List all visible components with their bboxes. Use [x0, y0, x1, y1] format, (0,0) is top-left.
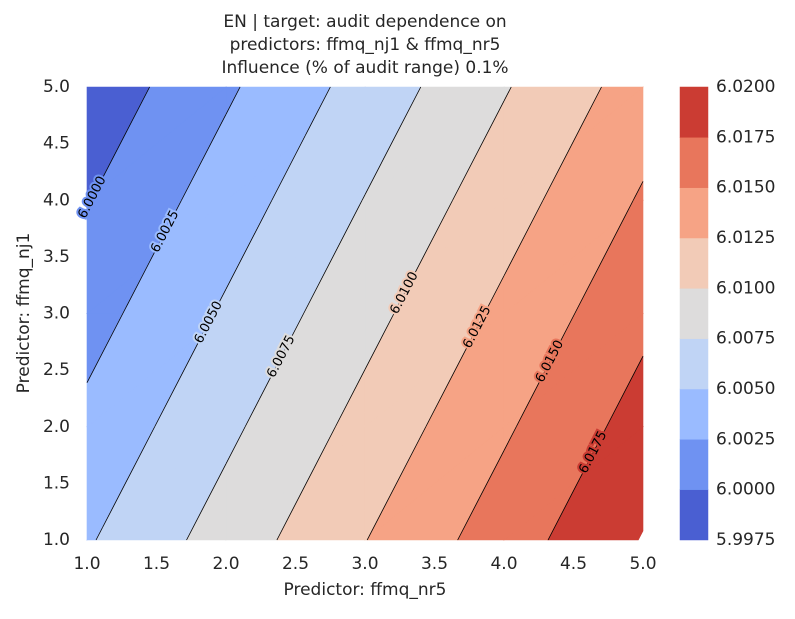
- x-axis-label: Predictor: ffmq_nr5: [284, 580, 447, 600]
- y-tick-label: 1.0: [43, 530, 70, 550]
- y-tick-label: 3.0: [43, 304, 70, 324]
- contour-line: [547, 477, 581, 541]
- contour-line: [244, 399, 260, 427]
- colorbar-band: [679, 338, 709, 390]
- contour-line: [102, 426, 156, 528]
- x-tick-label: 3.0: [351, 554, 378, 574]
- contour-line: [86, 313, 124, 383]
- contour-line: [313, 426, 336, 469]
- colorbar-tick-label: 6.0150: [716, 178, 775, 198]
- colorbar-tick-label: 6.0100: [716, 278, 775, 298]
- colorbar-band: [679, 237, 709, 289]
- title-line: Influence (% of audit range) 0.1%: [221, 58, 508, 78]
- contour-line: [484, 275, 505, 314]
- x-tick-label: 1.5: [143, 554, 170, 574]
- title-line: predictors: ffmq_nj1 & ffmq_nr5: [230, 35, 501, 55]
- y-tick-label: 2.5: [43, 360, 70, 380]
- y-tick-label: 5.0: [43, 77, 70, 97]
- colorbar-band: [679, 187, 709, 239]
- colorbar-tick-label: 6.0025: [716, 429, 775, 449]
- contour-line: [86, 200, 92, 209]
- contour-line: [186, 463, 227, 541]
- x-tick-label: 4.5: [560, 554, 587, 574]
- contour-line: [364, 313, 395, 370]
- y-tick-label: 4.0: [43, 190, 70, 210]
- x-tick-label: 2.0: [212, 554, 239, 574]
- x-tick-label: 4.0: [490, 554, 517, 574]
- colorbar-band: [679, 439, 709, 490]
- contour-line: [361, 194, 366, 201]
- y-tick-label: 2.0: [43, 417, 70, 437]
- x-tick-label: 5.0: [629, 554, 656, 574]
- contour-line: [368, 426, 427, 538]
- contour-line: [414, 200, 453, 273]
- contour-line: [364, 86, 422, 195]
- title-line: EN | target: audit dependence on: [223, 12, 506, 32]
- contour-line: [359, 200, 363, 205]
- colorbar-tick-label: 6.0075: [716, 329, 775, 349]
- contour-line: [542, 145, 572, 201]
- contour-line: [524, 313, 576, 410]
- contour-line: [366, 536, 370, 541]
- colorbar-band: [679, 137, 709, 188]
- contour-line: [574, 213, 627, 314]
- contour-line: [271, 135, 306, 201]
- contour-fill: [503, 86, 602, 201]
- y-axis-label: Predictor: ffmq_nj1: [14, 233, 34, 394]
- contour-line: [425, 340, 471, 427]
- contour-line: [570, 86, 602, 146]
- contour-line: [632, 181, 644, 201]
- colorbar-band: [679, 86, 709, 138]
- contour-line: [181, 114, 227, 201]
- colorbar-tick-label: 6.0050: [716, 379, 775, 399]
- contour-line: [225, 200, 273, 290]
- colorbar-tick-label: 6.0125: [716, 228, 775, 248]
- contour-line: [469, 313, 485, 342]
- contour-line: [303, 204, 361, 314]
- contour-line: [90, 194, 95, 201]
- y-tick-label: 4.5: [43, 134, 70, 154]
- contour-line: [258, 313, 304, 401]
- colorbar-tick-label: 6.0200: [716, 77, 775, 97]
- contour-line: [503, 200, 544, 276]
- contour-line: [503, 86, 512, 102]
- contour-line: [503, 426, 517, 451]
- y-tick-label: 1.5: [43, 473, 70, 493]
- contour-line: [393, 272, 416, 314]
- contour-line: [335, 369, 366, 427]
- contour-line: [212, 288, 227, 314]
- contour-line: [304, 86, 331, 136]
- colorbar-band: [679, 288, 709, 339]
- colorbar-tick-label: 5.9975: [716, 530, 775, 550]
- contour-line: [95, 527, 104, 541]
- contour-line: [276, 468, 315, 541]
- contour-line: [122, 262, 150, 314]
- contour-line: [625, 200, 634, 215]
- contour-line: [457, 450, 505, 541]
- contour-line: [515, 409, 526, 427]
- x-tick-label: 3.5: [421, 554, 448, 574]
- contour-line: [225, 86, 241, 115]
- x-tick-label: 1.0: [73, 554, 100, 574]
- contour-line: [579, 426, 607, 479]
- contour-fill: [225, 86, 331, 201]
- contour-line: [154, 331, 205, 427]
- colorbar-band: [679, 388, 709, 440]
- contour-line: [148, 200, 182, 264]
- contour-line: [606, 355, 644, 427]
- colorbar-tick-label: 6.0000: [716, 480, 775, 500]
- contour-line: [225, 426, 246, 464]
- contour-line: [203, 313, 214, 332]
- contour-line: [93, 86, 150, 195]
- y-tick-label: 3.5: [43, 247, 70, 267]
- colorbar-band: [679, 489, 709, 541]
- colorbar-tick-label: 6.0175: [716, 127, 775, 147]
- x-tick-label: 2.5: [282, 554, 309, 574]
- contour-line: [452, 100, 505, 201]
